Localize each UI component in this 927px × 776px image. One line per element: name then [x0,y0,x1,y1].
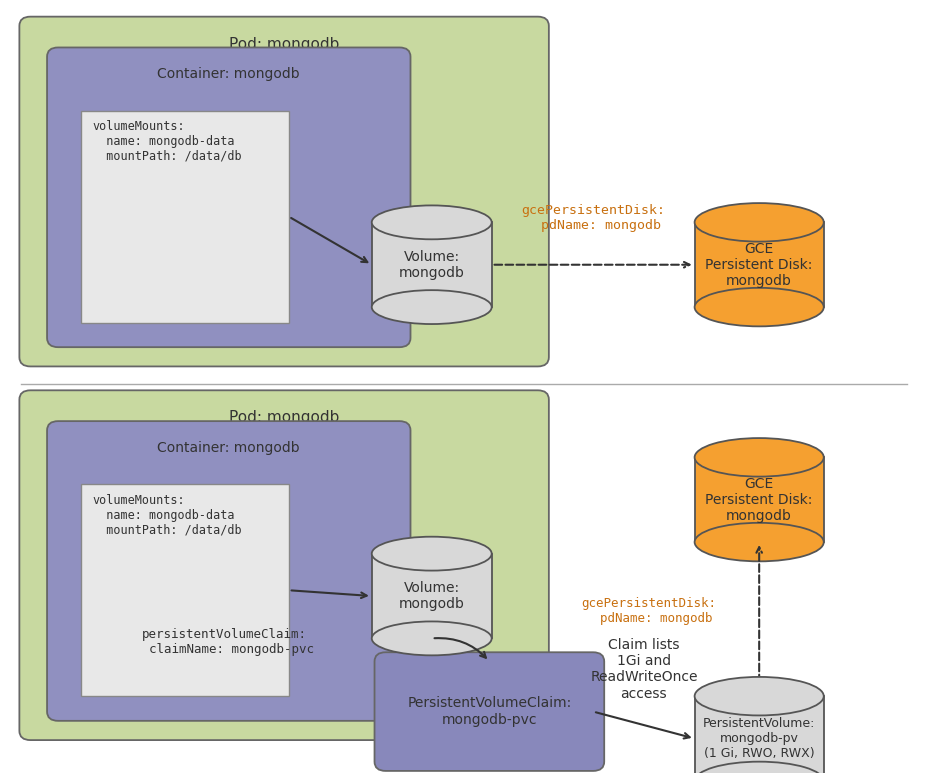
Text: PersistentVolume:
mongodb-pv
(1 Gi, RWO, RWX): PersistentVolume: mongodb-pv (1 Gi, RWO,… [703,717,815,760]
Bar [372,553,491,639]
FancyBboxPatch shape [375,653,603,771]
Ellipse shape [694,523,823,561]
Text: GCE
Persistent Disk:
mongodb: GCE Persistent Disk: mongodb [705,241,812,288]
Text: gcePersistentDisk:
  pdName: mongodb: gcePersistentDisk: pdName: mongodb [521,204,665,232]
Text: Volume:
mongodb: Volume: mongodb [399,250,464,280]
FancyBboxPatch shape [19,16,548,366]
FancyBboxPatch shape [47,47,410,347]
Text: Volume:
mongodb: Volume: mongodb [399,581,464,611]
Text: Claim lists
1Gi and
ReadWriteOnce
access: Claim lists 1Gi and ReadWriteOnce access [590,638,697,701]
Ellipse shape [694,677,823,715]
Text: Container: mongodb: Container: mongodb [158,68,299,81]
Text: Pod: mongodb: Pod: mongodb [229,411,339,425]
Text: GCE
Persistent Disk:
mongodb: GCE Persistent Disk: mongodb [705,476,812,523]
Bar [372,223,491,307]
Bar [694,696,823,776]
Ellipse shape [694,438,823,476]
Bar [81,111,288,323]
Ellipse shape [372,537,491,570]
Text: volumeMounts:
  name: mongodb-data
  mountPath: /data/db: volumeMounts: name: mongodb-data mountPa… [92,120,242,163]
Text: persistentVolumeClaim:
  claimName: mongodb-pvc: persistentVolumeClaim: claimName: mongod… [134,629,314,656]
Ellipse shape [694,203,823,241]
Ellipse shape [372,206,491,239]
FancyBboxPatch shape [19,390,548,740]
Bar [81,484,288,696]
Ellipse shape [694,288,823,327]
Ellipse shape [694,762,823,776]
Text: volumeMounts:
  name: mongodb-data
  mountPath: /data/db: volumeMounts: name: mongodb-data mountPa… [92,494,242,536]
Ellipse shape [372,290,491,324]
Bar [694,457,823,542]
FancyBboxPatch shape [47,421,410,721]
Bar [694,223,823,307]
Text: PersistentVolumeClaim:
mongodb-pvc: PersistentVolumeClaim: mongodb-pvc [407,697,571,726]
Text: Container: mongodb: Container: mongodb [158,442,299,456]
Ellipse shape [372,622,491,656]
Text: Pod: mongodb: Pod: mongodb [229,36,339,52]
Text: gcePersistentDisk:
  pdName: mongodb: gcePersistentDisk: pdName: mongodb [580,598,716,625]
